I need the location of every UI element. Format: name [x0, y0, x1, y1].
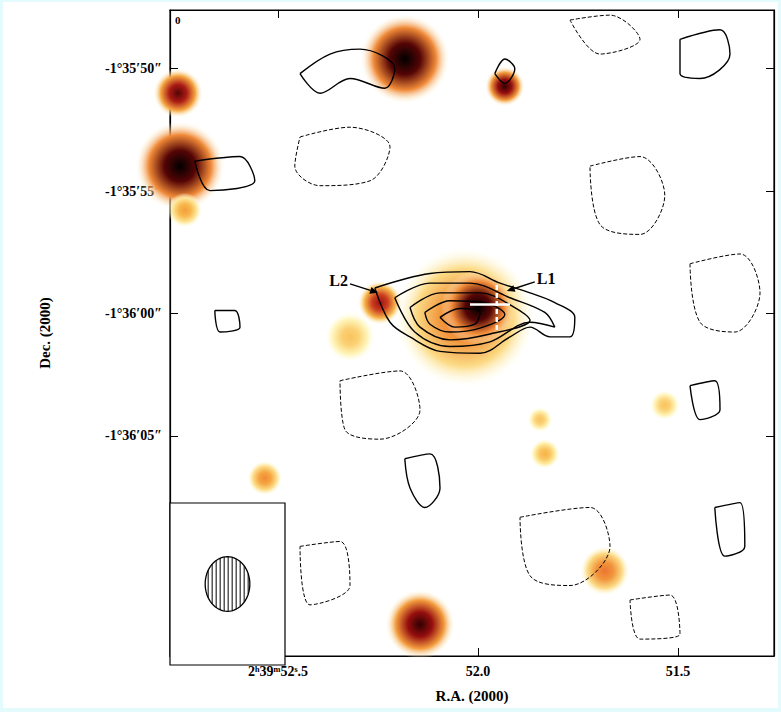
- svg-text:-1°35′55″: -1°35′55″: [105, 183, 162, 199]
- svg-text:L2: L2: [329, 272, 348, 289]
- svg-text:-1°35′50″: -1°35′50″: [105, 61, 162, 76]
- svg-text:-1°36′05″: -1°36′05″: [105, 428, 162, 443]
- svg-text:51.5: 51.5: [666, 664, 691, 679]
- svg-text:52.0: 52.0: [466, 664, 491, 679]
- svg-text:R.A. (2000): R.A. (2000): [436, 688, 509, 705]
- svg-text:2ʰ39ᵐ52ˢ.5: 2ʰ39ᵐ52ˢ.5: [248, 664, 308, 679]
- svg-text:-1°36′00″: -1°36′00″: [105, 306, 162, 321]
- svg-text:0: 0: [175, 14, 181, 26]
- svg-text:L1: L1: [537, 270, 556, 287]
- svg-text:Dec. (2000): Dec. (2000): [37, 297, 54, 369]
